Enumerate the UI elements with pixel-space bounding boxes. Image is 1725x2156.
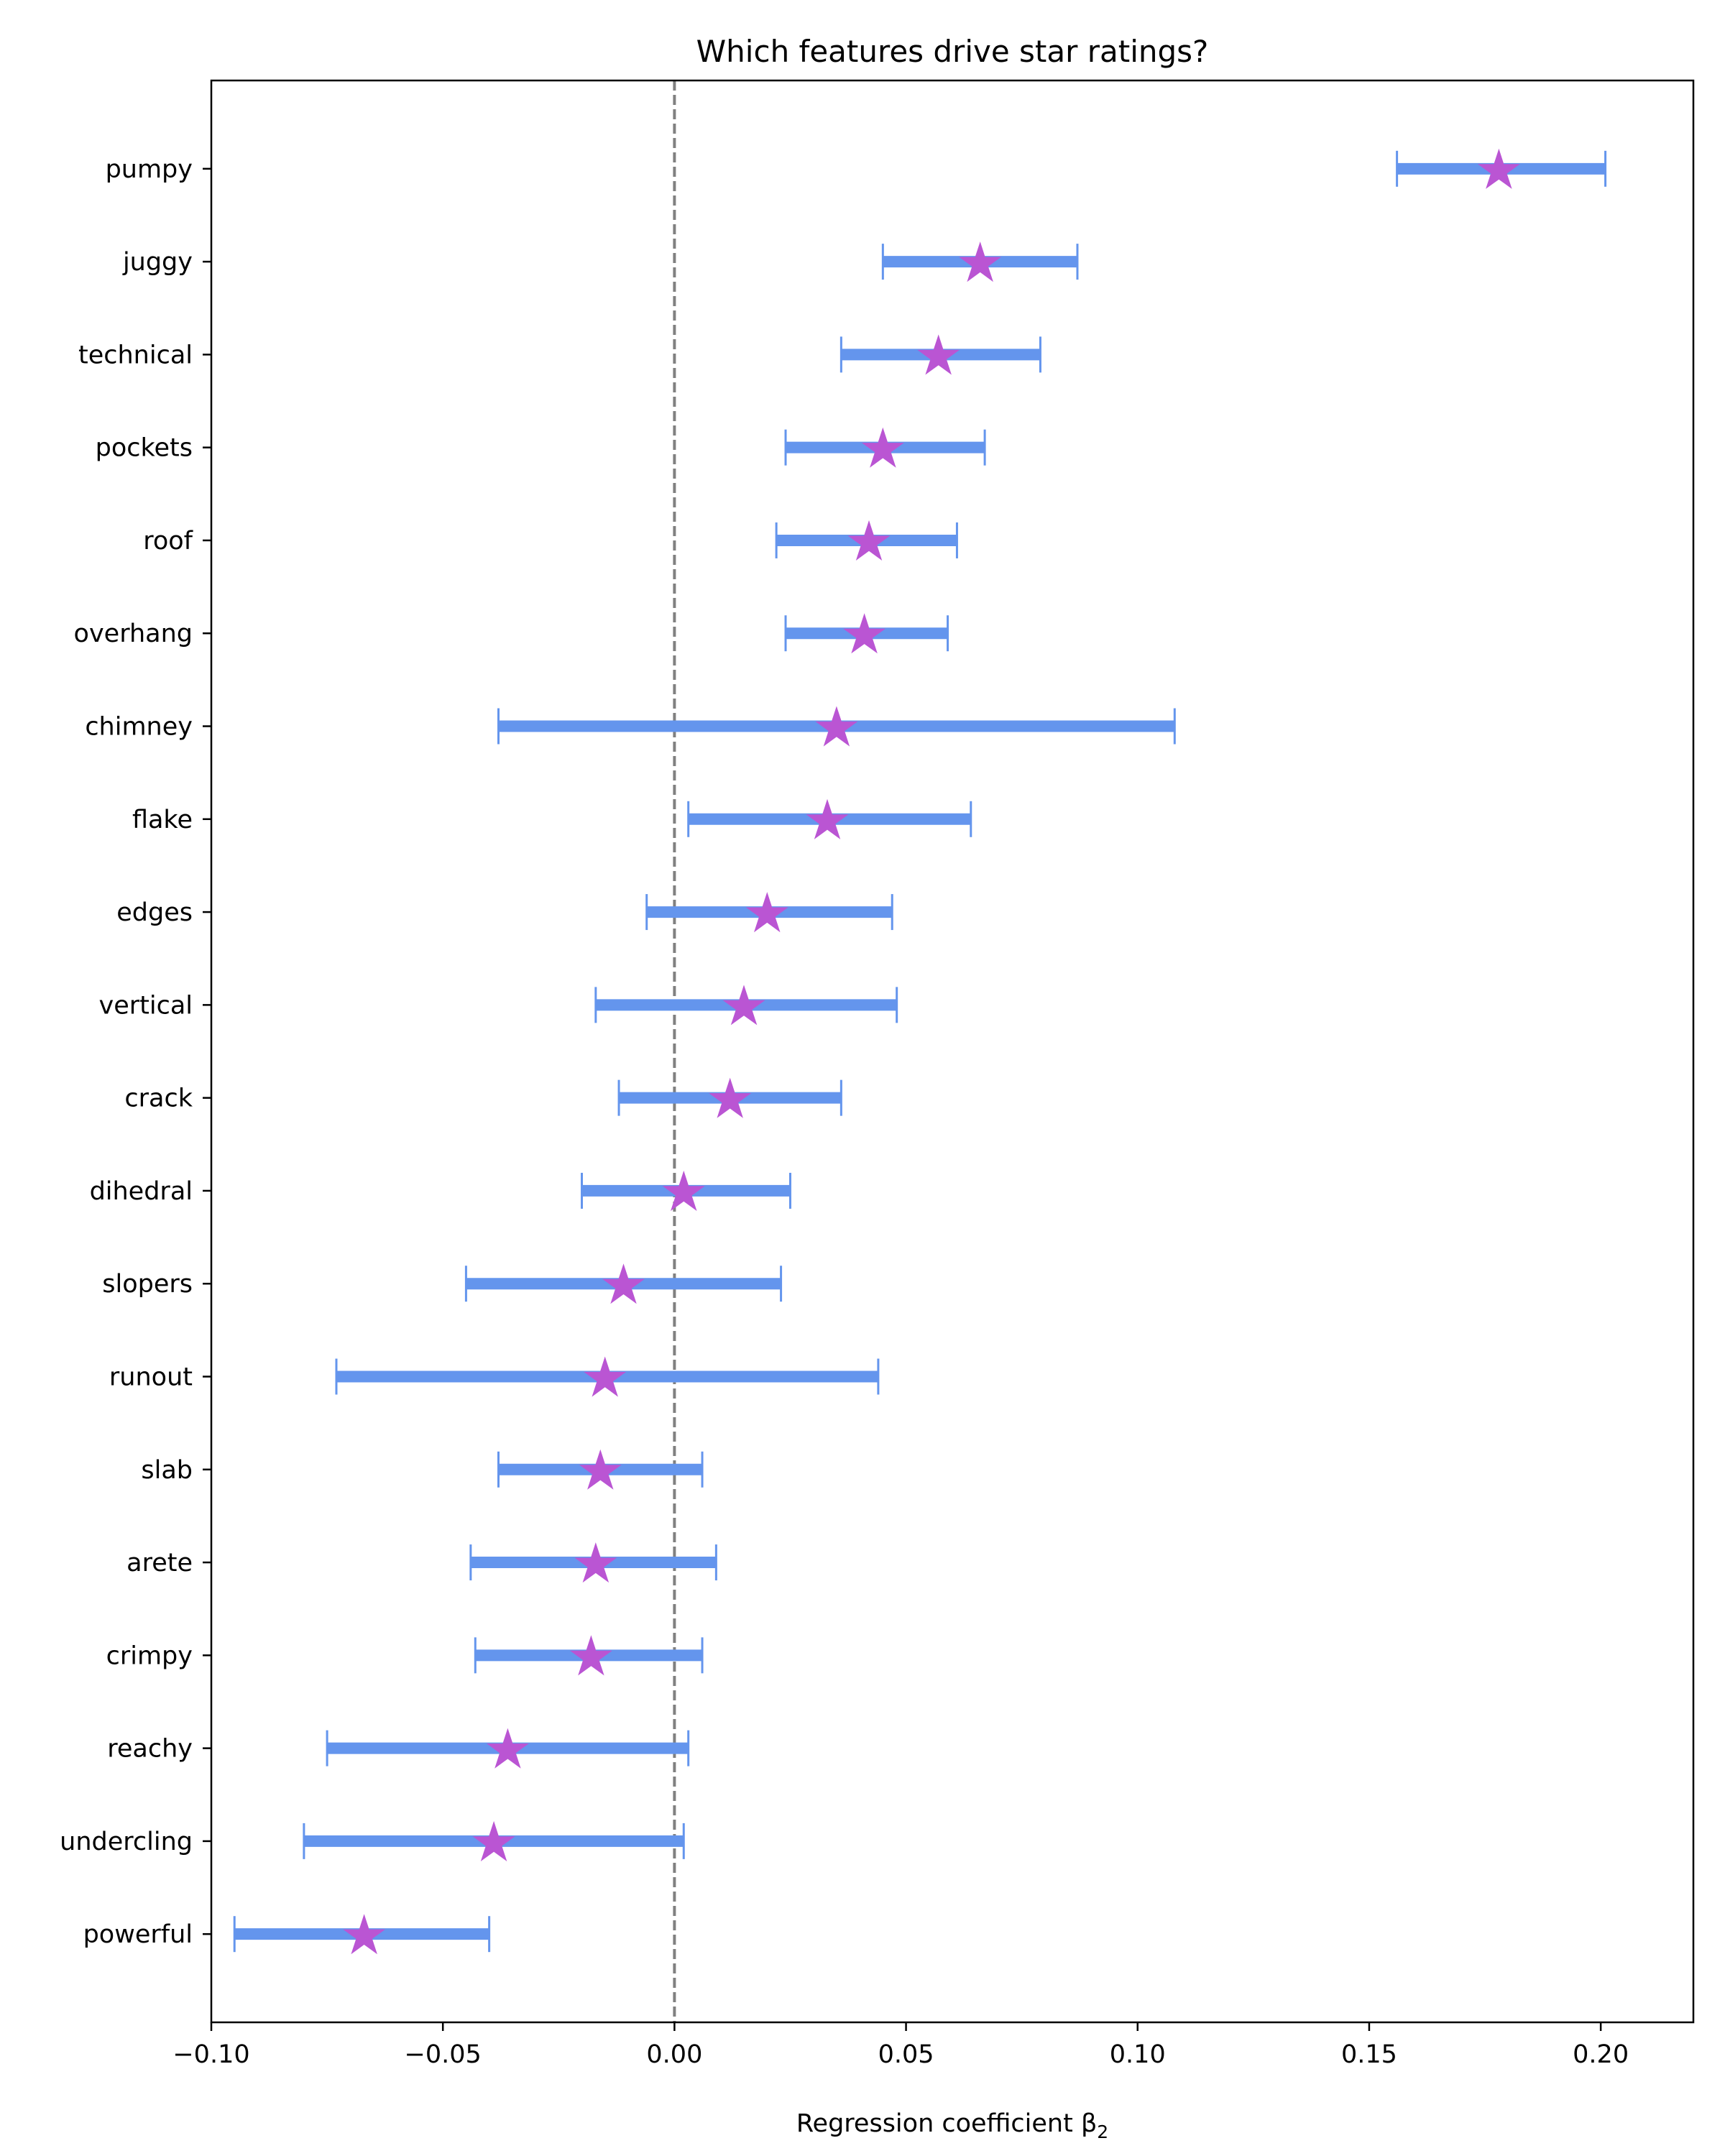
- row-technical: [840, 334, 1041, 375]
- coefficient-star-marker: [722, 985, 765, 1026]
- y-tick-label: slab: [141, 1456, 193, 1485]
- coefficient-star-marker: [662, 1170, 705, 1211]
- coefficient-star-marker: [343, 1914, 386, 1955]
- coefficient-star-marker: [806, 798, 849, 839]
- y-tick-label: crack: [124, 1084, 193, 1113]
- row-pumpy: [1396, 148, 1607, 189]
- y-tick-label: arete: [126, 1549, 193, 1577]
- coefficient-star-marker: [815, 706, 858, 747]
- y-tick-label: chimney: [85, 713, 193, 742]
- coefficient-star-marker: [861, 427, 904, 468]
- y-tick-label: runout: [109, 1363, 193, 1391]
- coefficient-star-marker: [472, 1820, 515, 1861]
- coefficient-star-marker: [709, 1077, 752, 1118]
- coefficient-star-marker: [917, 334, 960, 375]
- coefficient-star-marker: [1477, 148, 1520, 189]
- row-juggy: [881, 241, 1079, 282]
- chart-title: Which features drive star ratings?: [696, 34, 1209, 69]
- x-tick-label: −0.10: [172, 2040, 249, 2069]
- coefficient-star-marker: [579, 1449, 622, 1490]
- y-tick-label: vertical: [99, 991, 193, 1020]
- row-slopers: [464, 1263, 783, 1304]
- y-tick-label: powerful: [83, 1920, 193, 1949]
- x-tick-label: −0.05: [405, 2040, 482, 2069]
- y-tick-label: edges: [116, 898, 193, 927]
- x-tick-label: 0.00: [646, 2040, 702, 2069]
- y-tick-label: juggy: [122, 248, 193, 277]
- coefficient-star-marker: [569, 1635, 612, 1676]
- y-tick-label: overhang: [74, 619, 193, 648]
- x-tick-label: 0.10: [1110, 2040, 1166, 2069]
- y-tick-label: reachy: [107, 1735, 193, 1764]
- axes-frame: [210, 79, 1695, 2024]
- coefficient-star-marker: [843, 613, 886, 654]
- y-tick-label: undercling: [60, 1828, 193, 1856]
- row-pockets: [784, 427, 986, 468]
- y-tick-label: technical: [78, 341, 193, 369]
- y-tick-label: slopers: [102, 1270, 193, 1299]
- row-vertical: [594, 985, 898, 1026]
- row-powerful: [233, 1914, 491, 1955]
- row-roof: [775, 520, 958, 561]
- y-tick-label: roof: [143, 527, 193, 556]
- row-slab: [497, 1449, 704, 1490]
- y-tick-label: flake: [132, 806, 193, 834]
- x-tick-label: 0.20: [1573, 2040, 1629, 2069]
- row-reachy: [326, 1728, 690, 1769]
- x-axis-label-text: Regression coefficient β: [796, 2109, 1097, 2138]
- row-runout: [335, 1356, 880, 1397]
- coefficient-star-marker: [602, 1263, 645, 1304]
- row-edges: [645, 892, 893, 933]
- y-axis: pumpy juggy technical pockets roof overhang ch…: [60, 155, 211, 1949]
- coefficient-star-marker: [959, 241, 1002, 282]
- y-tick-label: pockets: [96, 434, 193, 463]
- plot-area: [233, 80, 1607, 2022]
- y-tick-label: crimpy: [106, 1641, 193, 1670]
- coefficient-star-marker: [584, 1356, 627, 1397]
- row-flake: [687, 798, 972, 839]
- x-axis-label-subscript: 2: [1097, 2122, 1108, 2142]
- coefficient-star-marker: [847, 520, 891, 561]
- coefficient-star-marker: [745, 892, 788, 933]
- coefficient-star-marker: [574, 1542, 617, 1583]
- row-crack: [617, 1077, 842, 1118]
- x-axis-label: Regression coefficient β2: [796, 2109, 1108, 2142]
- x-tick-label: 0.15: [1341, 2040, 1397, 2069]
- row-crimpy: [474, 1635, 704, 1676]
- y-tick-label: dihedral: [90, 1177, 193, 1206]
- row-overhang: [784, 613, 949, 654]
- x-tick-label: 0.05: [878, 2040, 934, 2069]
- coefficient-star-marker: [486, 1728, 529, 1769]
- x-axis: −0.10 −0.05 0.00 0.05 0.10 0.15 0.20: [172, 2022, 1629, 2069]
- row-dihedral: [581, 1170, 791, 1211]
- row-arete: [469, 1542, 717, 1583]
- row-chimney: [497, 706, 1176, 747]
- y-tick-label: pumpy: [106, 155, 193, 184]
- row-undercling: [303, 1820, 685, 1861]
